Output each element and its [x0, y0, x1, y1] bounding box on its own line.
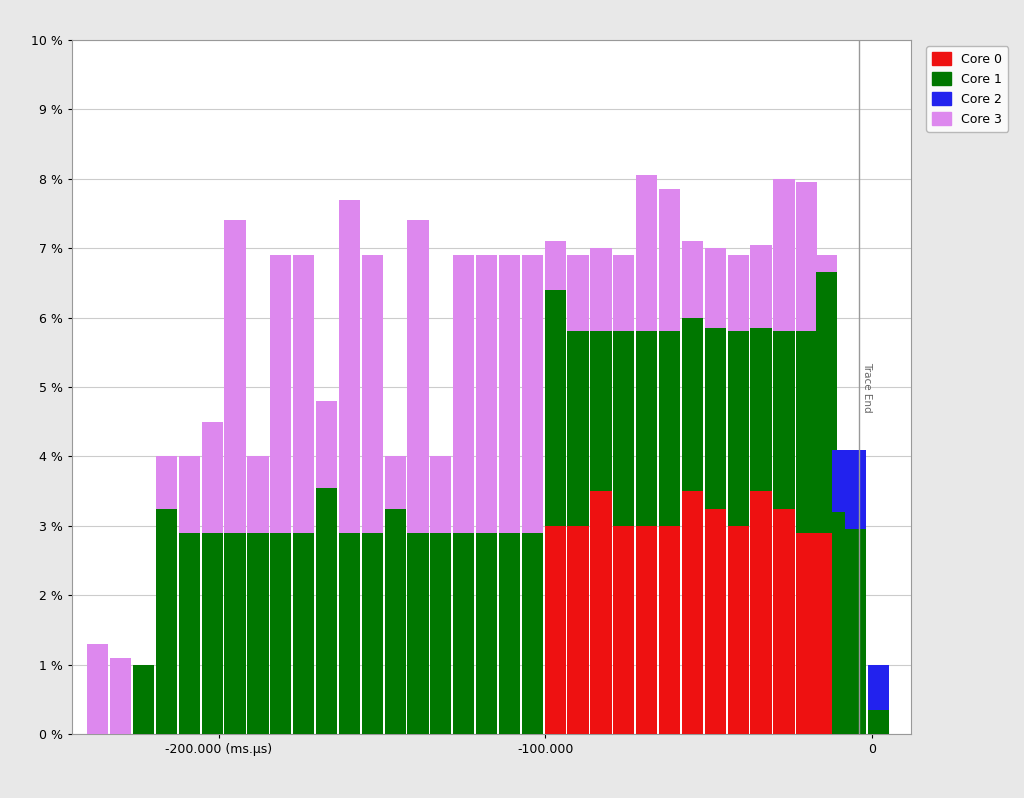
Bar — [385, 508, 406, 734]
Bar — [728, 255, 749, 331]
Bar — [797, 182, 817, 331]
Bar — [591, 331, 611, 492]
Bar — [773, 179, 795, 331]
Bar — [682, 492, 703, 734]
Bar — [316, 401, 337, 488]
Bar — [728, 526, 749, 734]
Bar — [705, 328, 726, 508]
Bar — [682, 318, 703, 492]
Bar — [816, 533, 837, 734]
Bar — [728, 331, 749, 526]
Bar — [110, 658, 131, 734]
Bar — [797, 331, 817, 533]
Legend: Core 0, Core 1, Core 2, Core 3: Core 0, Core 1, Core 2, Core 3 — [926, 46, 1009, 132]
Bar — [613, 255, 635, 331]
Bar — [408, 533, 429, 734]
Bar — [270, 533, 292, 734]
Bar — [868, 665, 889, 710]
Bar — [499, 255, 520, 533]
Bar — [87, 644, 109, 734]
Bar — [636, 526, 657, 734]
Bar — [705, 508, 726, 734]
Bar — [773, 508, 795, 734]
Bar — [430, 533, 452, 734]
Bar — [682, 241, 703, 318]
Bar — [567, 255, 589, 331]
Bar — [316, 488, 337, 734]
Bar — [499, 533, 520, 734]
Bar — [293, 255, 314, 533]
Bar — [476, 533, 498, 734]
Bar — [522, 255, 543, 533]
Text: Trace End: Trace End — [862, 361, 871, 413]
Bar — [293, 533, 314, 734]
Bar — [591, 492, 611, 734]
Bar — [567, 331, 589, 526]
Bar — [567, 526, 589, 734]
Bar — [545, 526, 566, 734]
Bar — [845, 449, 866, 529]
Bar — [133, 665, 155, 734]
Bar — [202, 422, 223, 533]
Bar — [773, 331, 795, 508]
Bar — [408, 220, 429, 533]
Bar — [339, 200, 360, 533]
Bar — [545, 241, 566, 290]
Bar — [202, 533, 223, 734]
Bar — [156, 456, 177, 508]
Bar — [339, 533, 360, 734]
Bar — [454, 255, 474, 533]
Bar — [247, 456, 268, 533]
Bar — [816, 255, 837, 272]
Bar — [816, 272, 837, 533]
Bar — [224, 220, 246, 533]
Bar — [156, 508, 177, 734]
Bar — [385, 456, 406, 508]
Bar — [833, 449, 853, 512]
Bar — [659, 189, 680, 331]
Bar — [224, 533, 246, 734]
Bar — [659, 526, 680, 734]
Bar — [178, 456, 200, 533]
Bar — [522, 533, 543, 734]
Bar — [454, 533, 474, 734]
Bar — [476, 255, 498, 533]
Bar — [751, 492, 772, 734]
Bar — [545, 290, 566, 526]
Bar — [636, 176, 657, 331]
Bar — [636, 331, 657, 526]
Bar — [833, 512, 853, 734]
Bar — [751, 245, 772, 328]
Bar — [270, 255, 292, 533]
Bar — [178, 533, 200, 734]
Bar — [797, 533, 817, 734]
Bar — [591, 248, 611, 331]
Bar — [751, 328, 772, 492]
Bar — [613, 331, 635, 526]
Bar — [430, 456, 452, 533]
Bar — [705, 248, 726, 328]
Bar — [613, 526, 635, 734]
Bar — [361, 255, 383, 533]
Bar — [868, 710, 889, 734]
Bar — [659, 331, 680, 526]
Bar — [845, 529, 866, 734]
Bar — [361, 533, 383, 734]
Bar — [247, 533, 268, 734]
